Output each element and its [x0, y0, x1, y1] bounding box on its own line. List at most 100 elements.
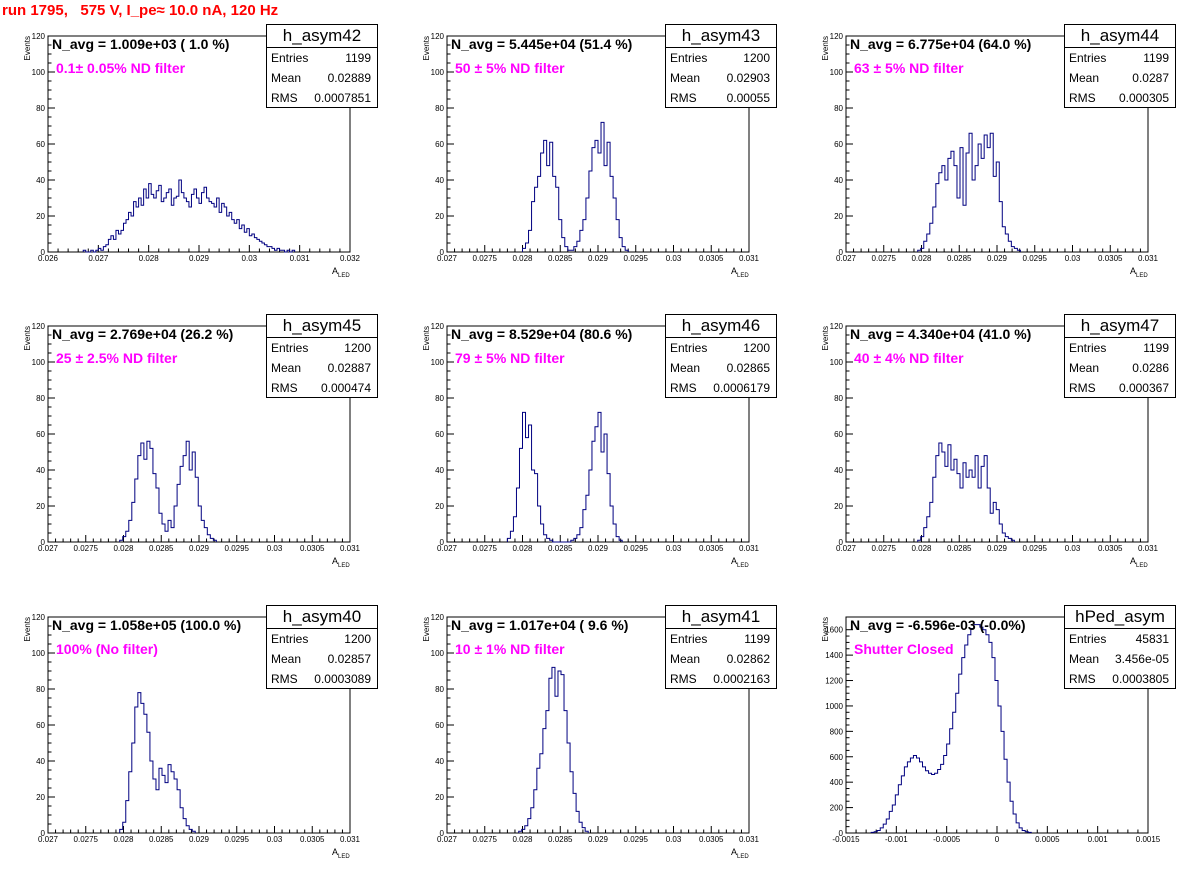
stats-label: RMS — [271, 672, 298, 686]
x-tick-label: 0.027 — [437, 254, 458, 263]
histogram-plot: 0.026 0.027 0.028 0.029 0.03 0.031 0.032 0 20 40 6… — [23, 32, 361, 279]
stats-label: RMS — [271, 381, 298, 395]
stats-row-entries: Entries 1199 — [1065, 338, 1175, 358]
stats-label: RMS — [1069, 672, 1096, 686]
x-tick-label: 0.0015 — [1136, 835, 1161, 844]
x-tick-label: 0.0295 — [624, 544, 649, 553]
stats-row-rms: RMS 0.000367 — [1065, 378, 1175, 398]
stats-box: h_asym41 Entries 1199 Mean 0.02862 RMS 0.00021… — [665, 605, 777, 689]
stats-label: Mean — [670, 652, 701, 666]
histogram-plot: -0.0015 -0.001 -0.0005 0 0.0005 0.001 0.0015 0 2… — [821, 616, 1161, 844]
x-tick-label: 0.031 — [739, 544, 760, 553]
stats-value-rms: 0.000305 — [1118, 91, 1169, 105]
filter-label: 100% (No filter) — [56, 641, 158, 657]
x-tick-label: 0.028 — [139, 254, 160, 263]
histogram-line — [82, 179, 296, 253]
x-tick-label: 0.032 — [340, 254, 361, 263]
y-tick-label: 20 — [435, 793, 444, 802]
x-tick-label: 0.0285 — [548, 254, 573, 263]
stats-row-mean: Mean 0.0287 — [1065, 68, 1175, 88]
x-tick-label: 0.029 — [189, 835, 210, 844]
n-avg-label: N_avg = 1.009e+03 ( 1.0 %) — [52, 36, 230, 52]
x-tick-label: 0.0275 — [473, 835, 498, 844]
x-tick-label: 0.031 — [739, 835, 760, 844]
stats-value-mean: 0.02865 — [726, 361, 770, 375]
stats-label: Entries — [271, 51, 309, 65]
y-tick-label: 100 — [431, 358, 445, 367]
stats-value-entries: 1199 — [1143, 341, 1169, 355]
stats-value-rms: 0.0006179 — [713, 381, 770, 395]
x-tick-label: 0.0295 — [624, 254, 649, 263]
y-tick-label: 40 — [435, 466, 444, 475]
x-axis-label: ALED — [731, 847, 749, 860]
histogram-panel-hPed_asym: -0.0015 -0.001 -0.0005 0 0.0005 0.001 0.0015 0 2… — [798, 581, 1196, 871]
stats-box: h_asym47 Entries 1199 Mean 0.0286 RMS 0.000367 — [1064, 314, 1176, 398]
stats-value-mean: 3.456e-05 — [1114, 652, 1169, 666]
filter-label: 63 ± 5% ND filter — [854, 60, 964, 76]
stats-value-entries: 1200 — [344, 632, 371, 646]
x-tick-label: 0.031 — [1138, 254, 1159, 263]
histogram-name: h_asym43 — [666, 25, 776, 48]
y-axis-label: Events — [821, 36, 830, 60]
x-axis-label-subscript: LED — [338, 273, 350, 279]
stats-value-entries: 45831 — [1135, 632, 1169, 646]
y-tick-label: 80 — [36, 685, 45, 694]
stats-value-mean: 0.0286 — [1132, 361, 1169, 375]
x-tick-label: 0.001 — [1088, 835, 1109, 844]
x-axis-label-subscript: LED — [737, 854, 749, 860]
stats-value-mean: 0.02857 — [327, 652, 371, 666]
stats-value-entries: 1200 — [743, 51, 770, 65]
histogram-panel-h_asym45: 0.027 0.0275 0.028 0.0285 0.029 0.0295 0.03 0.0… — [0, 290, 398, 580]
stats-label: Mean — [271, 361, 302, 375]
y-tick-label: 40 — [36, 757, 45, 766]
x-tick-label: 0.027 — [437, 544, 458, 553]
y-axis-label: Events — [821, 617, 830, 641]
stats-value-rms: 0.000367 — [1118, 381, 1169, 395]
y-tick-label: 0 — [839, 829, 844, 838]
stats-label: Entries — [670, 632, 708, 646]
y-tick-label: 120 — [830, 32, 844, 41]
x-tick-label: 0.03 — [666, 835, 682, 844]
x-tick-label: 0.027 — [88, 254, 109, 263]
x-axis-label-subscript: LED — [338, 854, 350, 860]
x-tick-label: 0.03 — [666, 544, 682, 553]
stats-value-entries: 1200 — [743, 341, 770, 355]
y-axis-label: Events — [23, 326, 32, 350]
x-tick-label: 0.0275 — [872, 544, 897, 553]
y-tick-label: 1000 — [825, 702, 843, 711]
histogram-line — [917, 132, 1021, 252]
x-tick-label: 0.027 — [38, 835, 59, 844]
y-tick-label: 20 — [36, 212, 45, 221]
y-axis-label: Events — [23, 617, 32, 641]
x-tick-label: 0.03 — [1065, 544, 1081, 553]
histogram-panel-h_asym41: 0.027 0.0275 0.028 0.0285 0.029 0.0295 0.03 0.0… — [399, 581, 797, 871]
x-tick-label: 0.0005 — [1035, 835, 1060, 844]
stats-row-entries: Entries 45831 — [1065, 629, 1175, 649]
x-tick-label: 0.028 — [911, 254, 932, 263]
filter-label: 79 ± 5% ND filter — [455, 350, 565, 366]
n-avg-label: N_avg = 8.529e+04 (80.6 %) — [451, 326, 633, 342]
stats-row-entries: Entries 1200 — [267, 338, 377, 358]
x-tick-label: 0.0285 — [149, 544, 174, 553]
x-tick-label: 0.03 — [1065, 254, 1081, 263]
x-axis-label-subscript: LED — [737, 563, 749, 569]
histogram-name: h_asym45 — [267, 315, 377, 338]
y-tick-label: 60 — [36, 721, 45, 730]
x-tick-label: 0.0295 — [1023, 254, 1048, 263]
y-tick-label: 600 — [830, 753, 844, 762]
x-tick-label: 0.028 — [113, 835, 134, 844]
y-tick-label: 60 — [435, 430, 444, 439]
stats-row-rms: RMS 0.00055 — [666, 88, 776, 108]
stats-box: h_asym43 Entries 1200 Mean 0.02903 RMS 0.00055 — [665, 24, 777, 108]
histogram-line — [119, 440, 217, 542]
x-tick-label: 0.0305 — [699, 544, 724, 553]
x-tick-label: -0.0015 — [832, 835, 860, 844]
x-axis-label: ALED — [1130, 556, 1148, 569]
stats-row-rms: RMS 0.0006179 — [666, 378, 776, 398]
y-tick-label: 100 — [431, 68, 445, 77]
y-tick-label: 100 — [431, 649, 445, 658]
x-tick-label: 0.031 — [340, 544, 361, 553]
stats-row-mean: Mean 0.02865 — [666, 358, 776, 378]
histogram-line — [522, 121, 629, 252]
